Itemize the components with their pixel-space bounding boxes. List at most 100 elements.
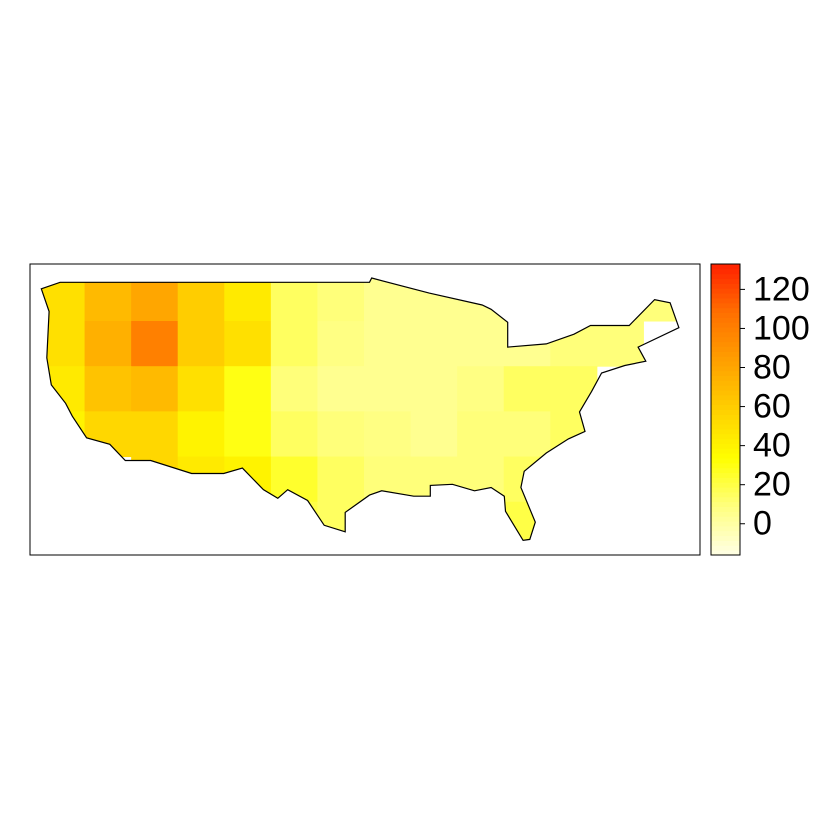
- colorbar-step: [711, 477, 740, 483]
- colorbar-step: [711, 288, 740, 294]
- colorbar-step: [711, 458, 740, 464]
- colorbar-step: [711, 370, 740, 377]
- heat-cell: [270, 278, 318, 322]
- colorbar-step: [711, 297, 740, 304]
- colorbar-step: [711, 341, 740, 347]
- colorbar-step: [711, 385, 740, 391]
- heat-cell: [177, 321, 225, 367]
- colorbar-step: [711, 472, 740, 478]
- colorbar-step: [711, 419, 740, 425]
- colorbar-step: [711, 525, 740, 532]
- heat-cell: [84, 278, 132, 322]
- colorbar-step: [711, 327, 740, 333]
- heat-cell: [177, 366, 225, 412]
- plot-frame: [29, 263, 701, 556]
- colorbar-step: [711, 312, 740, 318]
- colorbar-step: [711, 453, 740, 459]
- heat-cell: [131, 366, 179, 412]
- colorbar-step: [711, 375, 740, 381]
- colorbar-step: [711, 351, 740, 357]
- heat-cell: [410, 366, 458, 412]
- colorbar-frame: [710, 263, 741, 556]
- colorbar-step: [711, 535, 740, 541]
- colorbar-step: [711, 322, 740, 328]
- colorbar-step: [711, 467, 740, 474]
- heat-cell: [270, 366, 318, 412]
- heat-cell: [317, 456, 365, 503]
- colorbar-step: [711, 365, 740, 372]
- heat-cell: [84, 366, 132, 412]
- heat-cell: [224, 366, 272, 412]
- colorbar-step: [711, 409, 740, 415]
- colorbar-tick-label: 40: [753, 427, 791, 465]
- heat-cell: [457, 411, 505, 458]
- colorbar-tick-label: 20: [753, 466, 791, 504]
- colorbar-step: [711, 404, 740, 410]
- colorbar-step: [711, 283, 740, 289]
- colorbar-step: [711, 530, 740, 537]
- heat-cell: [503, 366, 551, 412]
- colorbar-step: [711, 443, 740, 449]
- heat-cell: [224, 321, 272, 367]
- colorbar-step: [711, 462, 740, 469]
- colorbar-step: [711, 545, 740, 551]
- colorbar-step: [711, 268, 740, 275]
- heat-cell: [317, 278, 365, 322]
- colorbar-step: [711, 501, 740, 507]
- heat-cell: [84, 321, 132, 367]
- colorbar-tick-label: 0: [753, 505, 772, 543]
- colorbar-step: [711, 336, 740, 343]
- colorbar-step: [711, 506, 740, 512]
- colorbar-step: [711, 433, 740, 440]
- colorbar-step: [711, 482, 740, 488]
- colorbar-step: [711, 307, 740, 313]
- colorbar-step: [711, 264, 740, 270]
- colorbar-step: [711, 521, 740, 527]
- heat-cell: [177, 278, 225, 322]
- colorbar-step: [711, 448, 740, 454]
- colorbar-step: [711, 331, 740, 338]
- heat-cell: [317, 366, 365, 412]
- heat-cell: [457, 366, 505, 412]
- colorbar-step: [711, 273, 740, 280]
- colorbar-step: [711, 496, 740, 503]
- colorbar-step: [711, 394, 740, 401]
- heat-cell: [503, 411, 551, 458]
- heat-cell: [410, 411, 458, 458]
- heat-cell: [131, 411, 179, 458]
- colorbar-step: [711, 438, 740, 444]
- colorbar-step: [711, 540, 740, 546]
- colorbar-step: [711, 356, 740, 362]
- colorbar-step: [711, 346, 740, 352]
- colorbar-step: [711, 293, 740, 299]
- heat-cell: [364, 366, 412, 412]
- colorbar-tick-label: 80: [753, 348, 791, 386]
- heat-cell: [224, 278, 272, 322]
- colorbar-step: [711, 487, 740, 493]
- colorbar-tick-label: 60: [753, 388, 791, 426]
- colorbar-step: [711, 491, 740, 498]
- heat-cell: [131, 278, 179, 322]
- heat-cell: [270, 321, 318, 367]
- heat-cell: [364, 321, 412, 367]
- colorbar-tick-label: 100: [753, 309, 810, 347]
- heat-cell: [317, 321, 365, 367]
- colorbar-step: [711, 361, 740, 367]
- heat-cell: [410, 321, 458, 367]
- colorbar-step: [711, 380, 740, 386]
- heat-cell: [224, 411, 272, 458]
- us-outline: [40, 277, 680, 542]
- colorbar-step: [711, 399, 740, 406]
- colorbar-step: [711, 302, 740, 309]
- colorbar-step: [711, 516, 740, 522]
- colorbar-tick-label: 120: [753, 270, 810, 308]
- heat-cell: [457, 321, 505, 367]
- colorbar-step: [711, 390, 740, 396]
- colorbar-step: [711, 317, 740, 323]
- colorbar-step: [711, 278, 740, 284]
- heat-cell: [364, 411, 412, 458]
- heat-cell: [596, 321, 644, 367]
- colorbar-step: [711, 550, 740, 556]
